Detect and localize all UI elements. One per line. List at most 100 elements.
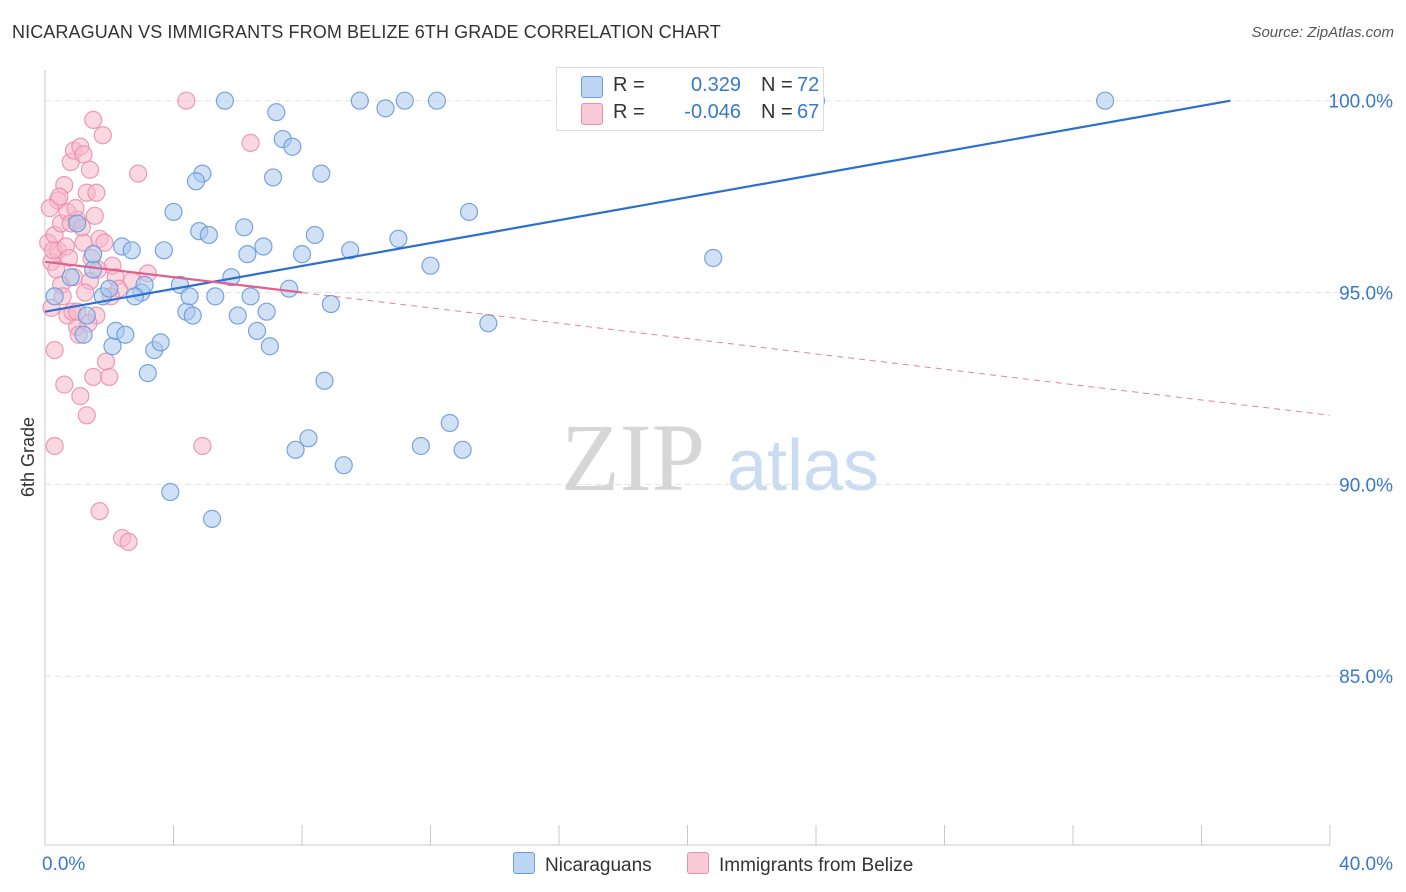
belize-point <box>74 145 93 164</box>
nicaraguan-point <box>257 302 276 321</box>
legend-n-value: 67 <box>797 101 820 123</box>
gridlines <box>45 100 1395 677</box>
nicaraguan-point <box>254 237 273 256</box>
nicaraguan-point <box>238 245 257 264</box>
nicaraguan-point <box>202 509 222 528</box>
legend-label-nicaraguans: Nicaraguans <box>545 855 652 876</box>
y-tick-label: 95.0% <box>1339 284 1393 305</box>
belize-point <box>45 340 64 360</box>
x-tick-label-max: 40.0% <box>1339 854 1393 875</box>
belize-point <box>66 199 85 218</box>
belize-point <box>177 91 196 110</box>
nicaraguan-point <box>228 306 247 325</box>
belize-point <box>119 532 138 552</box>
trend-lines <box>44 99 1331 416</box>
belize-point <box>95 233 114 252</box>
legend-n-label: N = <box>761 74 793 96</box>
belize-point <box>241 133 260 152</box>
belize-point <box>50 187 69 206</box>
nicaraguan-point <box>45 287 64 306</box>
belize-point <box>90 502 109 521</box>
nicaraguan-point <box>267 103 286 122</box>
nicaraguan-point <box>350 91 369 110</box>
belize-point <box>59 248 79 268</box>
nicaraguan-point <box>68 214 87 233</box>
nicaraguan-point <box>183 306 202 325</box>
belize-point <box>96 352 116 371</box>
nicaraguan-point <box>704 248 723 268</box>
legend-label-belize: Immigrants from Belize <box>719 855 914 876</box>
nicaraguan-point <box>315 371 334 390</box>
legend-r-value: 0.329 <box>690 74 741 96</box>
nicaraguan-point <box>260 337 279 356</box>
bottom-legend-belize[interactable]: Immigrants from Belize <box>687 852 913 877</box>
nicaraguan-point <box>77 306 96 325</box>
nicaraguan-point <box>312 164 331 183</box>
nicaraguan-point <box>154 241 173 260</box>
bottom-legend-nicaraguans[interactable]: Nicaraguans <box>513 852 652 877</box>
legend-swatch-pink <box>581 103 603 125</box>
nicaraguan-point <box>247 321 267 340</box>
axes <box>44 70 1331 846</box>
nicaraguan-point <box>283 137 302 156</box>
belize-point <box>100 367 119 387</box>
nicaraguan-point <box>453 440 472 459</box>
chart-title: NICARAGUAN VS IMMIGRANTS FROM BELIZE 6TH… <box>12 22 721 42</box>
nicaraguan-point <box>395 91 414 110</box>
nicaraguan-point <box>235 218 254 237</box>
legend-n-value: 72 <box>797 74 820 96</box>
nicaraguan-point <box>389 229 408 248</box>
nicaraguan-point <box>305 225 324 245</box>
y-tick-label: 85.0% <box>1339 667 1393 688</box>
nicaraguan-point <box>299 429 318 448</box>
belize-point <box>129 164 148 183</box>
nicaraguan-points <box>45 91 1115 528</box>
stats-legend: R = 0.329 N = 72 R = -0.046 N = 67 <box>556 67 824 131</box>
watermark: ZIP atlas <box>561 404 879 511</box>
belize-points <box>39 91 260 552</box>
legend-r-label: R = <box>613 101 645 123</box>
nicaraguan-point <box>161 482 180 502</box>
nicaraguan-point <box>215 91 234 110</box>
legend-swatch-pink <box>687 852 709 874</box>
source-credit: Source: ZipAtlas.com <box>1251 24 1394 41</box>
nicaraguan-point <box>199 225 218 245</box>
nicaraguan-point <box>411 436 430 456</box>
y-tick-label: 100.0% <box>1329 92 1394 113</box>
watermark-atlas: atlas <box>727 426 879 506</box>
nicaraguan-trend-line <box>44 99 1231 313</box>
legend-r-value: -0.046 <box>684 101 741 123</box>
nicaraguan-point <box>241 287 260 306</box>
nicaraguan-point <box>376 99 395 118</box>
axis-labels: 85.0% 90.0% 95.0% 100.0% 0.0% 40.0% 6th Grade <box>18 92 1393 875</box>
belize-point <box>80 160 100 179</box>
nicaraguan-point <box>151 333 170 352</box>
nicaraguan-point <box>286 440 305 459</box>
nicaraguan-point <box>263 168 283 187</box>
nicaraguan-point <box>138 363 157 383</box>
watermark-zip: ZIP <box>561 404 705 511</box>
nicaraguan-point <box>206 287 225 306</box>
x-tick-label-min: 0.0% <box>42 854 85 875</box>
nicaraguan-point <box>84 245 103 264</box>
nicaraguan-point <box>100 279 119 298</box>
nicaraguan-point <box>1096 91 1115 110</box>
nicaraguan-point <box>116 325 135 344</box>
belize-trend-line <box>44 260 303 294</box>
nicaraguan-point <box>164 202 183 222</box>
nicaraguan-point <box>122 241 141 260</box>
nicaraguan-point <box>74 325 93 344</box>
nicaraguan-point <box>61 268 80 287</box>
belize-point <box>77 406 96 425</box>
legend-r-label: R = <box>613 74 645 96</box>
nicaraguan-point <box>459 202 479 222</box>
nicaraguan-point <box>186 172 206 191</box>
nicaraguan-point <box>321 294 341 314</box>
belize-point <box>45 436 64 456</box>
nicaraguan-point <box>280 279 299 298</box>
belize-point <box>84 367 103 387</box>
nicaraguan-point <box>421 256 440 275</box>
belize-point <box>85 206 104 225</box>
legend-swatch-blue <box>513 852 535 874</box>
belize-point <box>87 183 106 202</box>
